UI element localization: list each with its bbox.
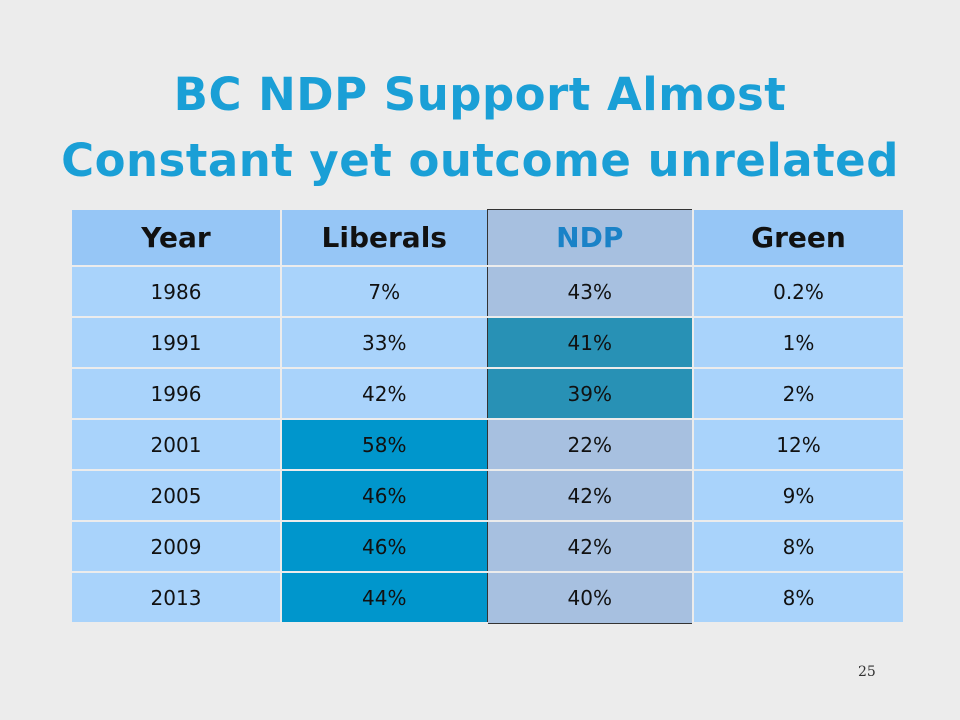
cell-liberals: 44% — [280, 572, 487, 624]
cell-green: 8% — [692, 572, 903, 624]
cell-green: 9% — [692, 470, 903, 522]
cell-liberals: 33% — [280, 317, 487, 369]
results-table: Year Liberals NDP Green 1986 7% 43% 0.2%… — [72, 209, 903, 624]
table-header-row: Year Liberals NDP Green — [72, 209, 903, 267]
cell-ndp: 43% — [486, 266, 694, 318]
slide-title-line-1: BC NDP Support Almost — [173, 68, 787, 121]
cell-year: 2005 — [72, 470, 281, 522]
cell-ndp: 39% — [486, 368, 694, 420]
cell-green: 0.2% — [692, 266, 903, 318]
table-row: 2005 46% 42% 9% — [72, 470, 903, 522]
table-row: 2001 58% 22% 12% — [72, 419, 903, 471]
cell-year: 2013 — [72, 572, 281, 624]
cell-liberals: 46% — [280, 470, 487, 522]
cell-liberals: 42% — [280, 368, 487, 420]
cell-green: 8% — [692, 521, 903, 573]
cell-green: 2% — [692, 368, 903, 420]
slide-title-line-2: Constant yet outcome unrelated — [61, 134, 899, 187]
cell-liberals: 46% — [280, 521, 487, 573]
header-green: Green — [692, 209, 903, 267]
cell-year: 2009 — [72, 521, 281, 573]
table-row: 2013 44% 40% 8% — [72, 572, 903, 624]
header-ndp: NDP — [486, 209, 694, 267]
table-row: 1991 33% 41% 1% — [72, 317, 903, 369]
cell-year: 1991 — [72, 317, 281, 369]
cell-year: 1996 — [72, 368, 281, 420]
header-year: Year — [72, 209, 281, 267]
page-number: 25 — [858, 664, 876, 680]
table-row: 2009 46% 42% 8% — [72, 521, 903, 573]
cell-year: 1986 — [72, 266, 281, 318]
cell-ndp: 22% — [486, 419, 694, 471]
cell-ndp: 42% — [486, 470, 694, 522]
cell-green: 1% — [692, 317, 903, 369]
cell-green: 12% — [692, 419, 903, 471]
cell-liberals: 7% — [280, 266, 487, 318]
table-row: 1996 42% 39% 2% — [72, 368, 903, 420]
cell-ndp: 41% — [486, 317, 694, 369]
cell-ndp: 42% — [486, 521, 694, 573]
cell-liberals: 58% — [280, 419, 487, 471]
header-liberals: Liberals — [280, 209, 487, 267]
cell-ndp: 40% — [486, 572, 694, 624]
slide-title: BC NDP Support Almost Constant yet outco… — [0, 62, 960, 194]
cell-year: 2001 — [72, 419, 281, 471]
table-row: 1986 7% 43% 0.2% — [72, 266, 903, 318]
